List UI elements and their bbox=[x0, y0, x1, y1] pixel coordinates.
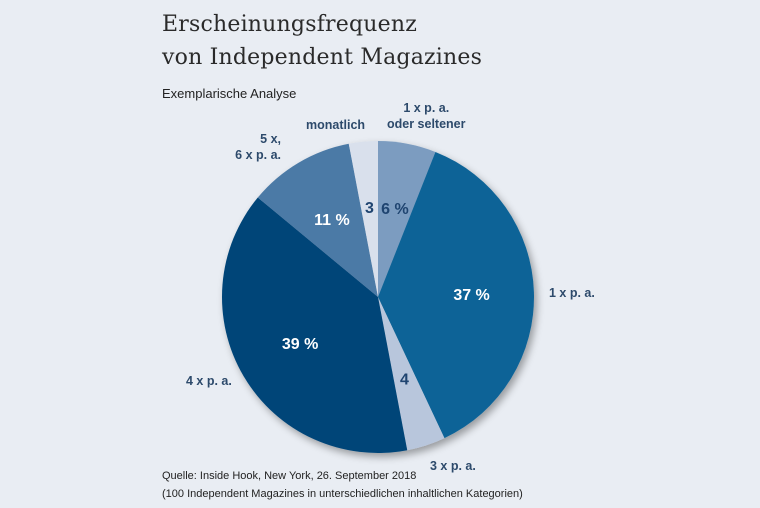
label-5x-6x-line-1: 5 x, bbox=[260, 132, 281, 146]
pie-slice-4 bbox=[257, 143, 378, 297]
chart-title-line-1: Erscheinungsfrequenz bbox=[162, 12, 418, 37]
label-5x-6x: 5 x, 6 x p. a. bbox=[231, 131, 281, 163]
pie-slice-2 bbox=[378, 297, 445, 451]
label-1x-or-less: 1 x p. a. oder seltener bbox=[387, 100, 466, 132]
data-label-2: 4 bbox=[400, 372, 409, 389]
data-label-4: 11 % bbox=[314, 212, 350, 229]
label-1x-or-less-line-2: oder seltener bbox=[387, 117, 466, 131]
label-1x: 1 x p. a. bbox=[549, 286, 595, 300]
data-label-3: 39 % bbox=[282, 336, 318, 353]
label-monthly: monatlich bbox=[306, 118, 366, 132]
data-label-1: 37 % bbox=[453, 287, 489, 304]
label-1x-or-less-line-1: 1 x p. a. bbox=[403, 101, 450, 115]
data-label-0: 6 % bbox=[381, 201, 409, 218]
source-line-1: Quelle: Inside Hook, New York, 26. Septe… bbox=[162, 470, 417, 482]
label-5x-6x-line-2: 6 x p. a. bbox=[235, 148, 281, 162]
pie-slice-3 bbox=[222, 197, 408, 453]
pie-slice-1 bbox=[378, 151, 534, 439]
chart-title: Erscheinungsfrequenz von Independent Mag… bbox=[162, 8, 482, 74]
chart-subtitle: Exemplarische Analyse bbox=[162, 86, 297, 101]
data-label-5: 3 bbox=[365, 200, 374, 217]
label-3x: 3 x p. a. bbox=[430, 459, 476, 473]
pie-slice-0 bbox=[378, 141, 436, 297]
chart-title-line-2: von Independent Magazines bbox=[162, 45, 483, 70]
pie-slice-5 bbox=[348, 141, 378, 297]
label-4x: 4 x p. a. bbox=[186, 374, 232, 388]
source-line-2: (100 Independent Magazines in unterschie… bbox=[162, 488, 523, 500]
